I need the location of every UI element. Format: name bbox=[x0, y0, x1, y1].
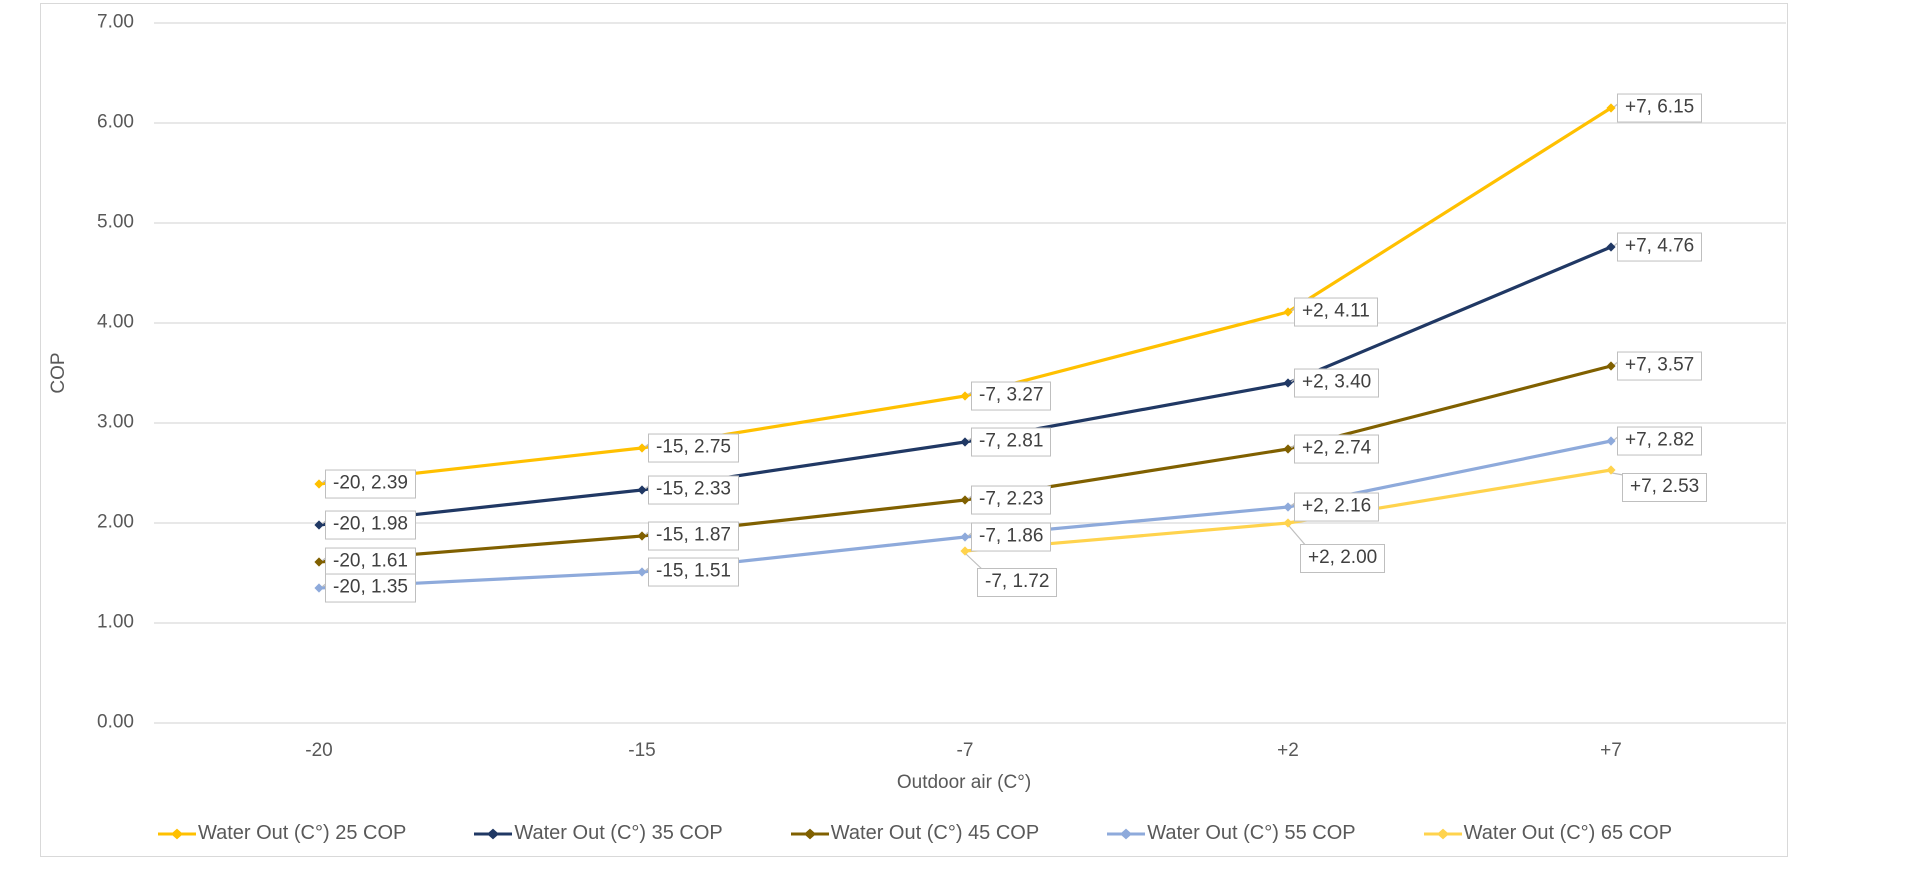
legend-item-label: Water Out (C°) 35 COP bbox=[514, 822, 723, 844]
data-point-marker bbox=[1606, 242, 1616, 252]
label-callout-line bbox=[1288, 525, 1308, 548]
data-point-marker bbox=[637, 443, 647, 453]
data-point-marker bbox=[314, 520, 324, 530]
data-point-marker bbox=[314, 479, 324, 489]
label-callout-notch bbox=[1613, 434, 1621, 441]
legend-marker-icon bbox=[1107, 828, 1146, 839]
data-point-marker bbox=[960, 532, 970, 542]
legend-item-label: Water Out (C°) 45 COP bbox=[830, 822, 1040, 844]
legend-marker-icon bbox=[790, 828, 829, 839]
chart-frame[interactable]: COP Outdoor air (C°) -20, 2.39 -15, 2.75-… bbox=[40, 3, 1788, 857]
data-point-marker bbox=[1606, 465, 1616, 475]
label-callout-notch bbox=[1613, 359, 1621, 366]
legend-item-label: Water Out (C°) 65 COP bbox=[1463, 822, 1673, 844]
legend-item-label: Water Out (C°) 55 COP bbox=[1147, 822, 1356, 844]
data-point-marker bbox=[1606, 103, 1616, 113]
legend-item-2[interactable]: Water Out (C°) 35 COP bbox=[474, 822, 723, 845]
label-callout-notch bbox=[1613, 101, 1621, 108]
series-line-2[interactable] bbox=[317, 245, 1613, 527]
data-point-marker bbox=[960, 391, 970, 401]
data-point-marker bbox=[1606, 361, 1616, 371]
data-point-marker bbox=[960, 437, 970, 447]
legend-item-1[interactable]: Water Out (C°) 25 COP bbox=[157, 822, 407, 845]
data-point-marker bbox=[314, 557, 324, 567]
label-callout-line bbox=[1611, 472, 1630, 477]
data-point-marker bbox=[1606, 436, 1616, 446]
legend-marker-icon bbox=[157, 828, 196, 839]
data-point-marker bbox=[637, 567, 647, 577]
data-point-marker bbox=[960, 495, 970, 505]
data-point-marker bbox=[1283, 518, 1293, 528]
label-callout-line bbox=[965, 553, 985, 572]
legend-item-label: Water Out (C°) 25 COP bbox=[197, 822, 407, 844]
data-point-marker bbox=[1283, 502, 1293, 512]
data-point-marker bbox=[1283, 378, 1293, 388]
legend: Water Out (C°) 25 COP Water Out (C°) 35 C… bbox=[41, 822, 1789, 845]
legend-marker-icon bbox=[1423, 828, 1462, 839]
label-callout-notch bbox=[1613, 240, 1621, 247]
legend-item-4[interactable]: Water Out (C°) 55 COP bbox=[1107, 822, 1356, 845]
data-point-marker bbox=[637, 531, 647, 541]
legend-item-3[interactable]: Water Out (C°) 45 COP bbox=[790, 822, 1040, 845]
data-point-marker bbox=[1283, 307, 1293, 317]
legend-marker-icon bbox=[474, 828, 513, 839]
data-point-marker bbox=[960, 546, 970, 556]
series-line-1[interactable] bbox=[317, 106, 1613, 486]
data-point-marker bbox=[314, 583, 324, 593]
legend-item-5[interactable]: Water Out (C°) 65 COP bbox=[1423, 822, 1673, 845]
plot-area bbox=[154, 22, 1786, 724]
data-point-marker bbox=[637, 485, 647, 495]
data-point-marker bbox=[1283, 444, 1293, 454]
